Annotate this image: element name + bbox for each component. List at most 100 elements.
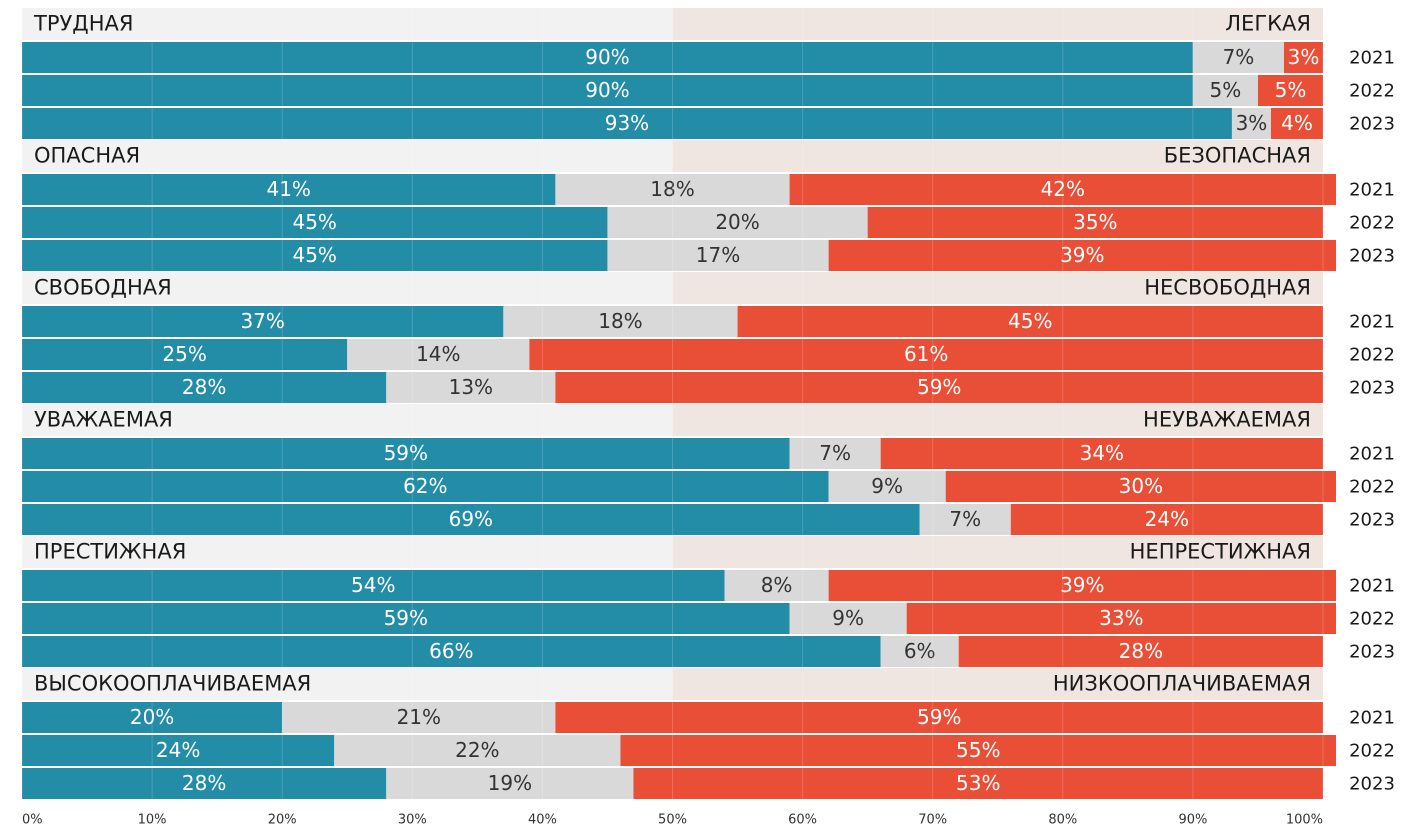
data-label: 20% — [130, 705, 174, 729]
bar-segment — [22, 240, 608, 271]
year-label: 2021 — [1349, 576, 1395, 597]
data-label: 7% — [1223, 45, 1255, 69]
bar-segment — [386, 372, 556, 403]
data-label: 18% — [598, 309, 642, 333]
year-label: 2021 — [1349, 48, 1395, 69]
left-label: ОПАСНАЯ — [34, 144, 140, 168]
bar-segment — [555, 174, 790, 205]
x-tick-label: 20% — [268, 813, 297, 828]
data-label: 59% — [917, 705, 961, 729]
data-label: 18% — [650, 177, 694, 201]
x-tick-label: 100% — [1286, 813, 1323, 828]
data-label: 53% — [956, 771, 1000, 795]
data-label: 59% — [917, 375, 961, 399]
bar-segment — [789, 174, 1337, 205]
bar-segment — [789, 603, 907, 634]
data-label: 8% — [761, 573, 793, 597]
x-tick-label: 70% — [918, 813, 947, 828]
bar-segment — [22, 636, 881, 667]
bar-segment — [1257, 75, 1323, 106]
bar-segment — [22, 471, 829, 502]
data-label: 25% — [162, 342, 206, 366]
year-label: 2023 — [1349, 774, 1395, 795]
header-right-band — [672, 536, 1323, 568]
x-tick-label: 30% — [398, 813, 427, 828]
bar-segment — [633, 768, 1323, 799]
header-right-band — [672, 272, 1323, 304]
data-label: 9% — [832, 606, 864, 630]
header-right-band — [672, 8, 1323, 40]
bar-segment — [22, 207, 608, 238]
bar-segment — [555, 372, 1323, 403]
data-label: 20% — [715, 210, 759, 234]
header-left-band — [22, 272, 673, 304]
x-tick-label: 80% — [1048, 813, 1077, 828]
data-label: 7% — [949, 507, 981, 531]
data-label: 41% — [266, 177, 310, 201]
header-left-band — [22, 668, 673, 700]
data-label: 28% — [182, 375, 226, 399]
data-label: 42% — [1041, 177, 1085, 201]
bar-segment — [828, 471, 946, 502]
bar-segment — [22, 768, 387, 799]
data-label: 6% — [904, 639, 936, 663]
bar-segment — [906, 603, 1337, 634]
bar-segment — [1270, 108, 1323, 139]
data-label: 39% — [1060, 243, 1104, 267]
bar-segment — [1192, 75, 1258, 106]
data-label: 59% — [384, 441, 428, 465]
x-tick-label: 40% — [528, 813, 557, 828]
bar-segment — [880, 636, 959, 667]
bar-segment — [1231, 108, 1271, 139]
data-label: 59% — [384, 606, 428, 630]
x-tick-label: 50% — [658, 813, 687, 828]
year-label: 2023 — [1349, 246, 1395, 267]
year-label: 2022 — [1349, 345, 1395, 366]
bar-segment — [828, 570, 1337, 601]
bar-segment — [22, 339, 348, 370]
bar-segment — [347, 339, 530, 370]
header-left-band — [22, 536, 673, 568]
bar-segment — [22, 108, 1232, 139]
bar-segment — [22, 174, 556, 205]
data-label: 45% — [1008, 309, 1052, 333]
data-label: 28% — [1119, 639, 1163, 663]
bar-segment — [1192, 42, 1284, 73]
x-tick-label: 60% — [788, 813, 817, 828]
data-label: 14% — [416, 342, 460, 366]
header-left-band — [22, 140, 673, 172]
data-label: 28% — [182, 771, 226, 795]
bar-segment — [607, 240, 829, 271]
year-label: 2023 — [1349, 378, 1395, 399]
bar-segment — [22, 372, 387, 403]
year-label: 2022 — [1349, 213, 1395, 234]
bar-segment — [919, 504, 1011, 535]
bar-segment — [607, 207, 868, 238]
bar-segment — [828, 240, 1337, 271]
bar-segment — [620, 735, 1337, 766]
bar-segment — [945, 471, 1337, 502]
data-label: 22% — [455, 738, 499, 762]
bar-segment — [22, 42, 1193, 73]
data-label: 5% — [1275, 78, 1307, 102]
data-label: 55% — [956, 738, 1000, 762]
header-left-band — [22, 8, 673, 40]
x-tick-label: 0% — [22, 813, 43, 828]
data-label: 90% — [585, 78, 629, 102]
data-label: 5% — [1210, 78, 1242, 102]
data-label: 33% — [1099, 606, 1143, 630]
bar-segment — [22, 735, 335, 766]
data-label: 45% — [292, 210, 336, 234]
data-label: 39% — [1060, 573, 1104, 597]
bar-segment — [529, 339, 1323, 370]
left-label: ПРЕСТИЖНАЯ — [34, 540, 186, 564]
data-label: 66% — [429, 639, 473, 663]
data-label: 61% — [904, 342, 948, 366]
year-label: 2021 — [1349, 180, 1395, 201]
year-label: 2022 — [1349, 477, 1395, 498]
left-label: СВОБОДНАЯ — [34, 276, 172, 300]
bar-segment — [22, 603, 790, 634]
bar-segment — [22, 75, 1193, 106]
data-label: 37% — [240, 309, 284, 333]
